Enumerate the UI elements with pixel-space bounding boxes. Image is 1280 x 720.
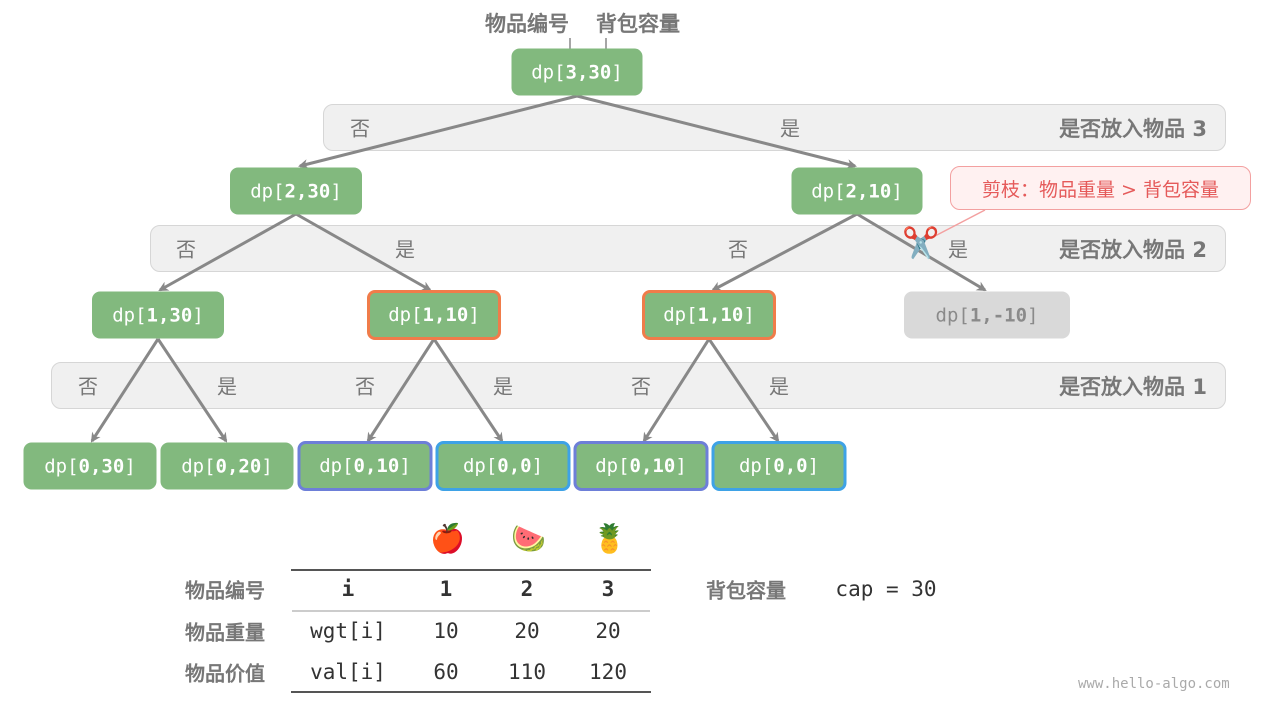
table-top-rule <box>291 569 651 571</box>
edge <box>156 338 228 443</box>
row-label: 物品价值 <box>185 661 265 686</box>
node-level3-repeated: dp[0,0] <box>435 441 571 491</box>
node-level3-repeated: dp[0,10] <box>573 441 709 491</box>
band-label: 是否放入物品 2 <box>1059 237 1207 262</box>
no-label: 否 <box>350 116 370 141</box>
no-label: 否 <box>728 237 748 262</box>
table-cell: 3 <box>601 577 615 601</box>
table-cell: 60 <box>433 660 459 684</box>
table-cell: i <box>341 577 355 601</box>
edge <box>642 338 711 443</box>
edge <box>295 212 432 292</box>
table-cell: val[i] <box>310 660 386 684</box>
table-bottom-rule <box>291 691 651 693</box>
capacity-annotation: 背包容量 <box>596 12 680 36</box>
watermelon-icon: 🍉 <box>511 522 546 555</box>
edge <box>158 212 297 292</box>
table-cell: 110 <box>508 660 546 684</box>
prune-callout: 剪枝：物品重量 > 背包容量 <box>950 166 1251 210</box>
node-level2: dp[1,30] <box>92 291 224 339</box>
edge <box>90 338 160 443</box>
yes-label: 是 <box>780 116 800 141</box>
node-level1: dp[2,10] <box>791 167 923 215</box>
yes-label: 是 <box>493 374 513 399</box>
capacity-value: cap = 30 <box>835 577 937 601</box>
row-label: 物品重量 <box>185 620 265 645</box>
node-level3: dp[0,30] <box>23 442 157 490</box>
table-cell: 20 <box>514 619 540 643</box>
table-cell: 10 <box>433 619 459 643</box>
node-level1: dp[2,30] <box>230 167 362 215</box>
no-label: 否 <box>631 374 651 399</box>
edge <box>298 94 578 169</box>
table-cell: 20 <box>595 619 621 643</box>
band-item-2: 是否放入物品 2 <box>150 225 1226 272</box>
pineapple-icon: 🍍 <box>592 522 627 555</box>
edge <box>707 338 780 443</box>
node-level3: dp[0,20] <box>160 442 294 490</box>
edge <box>711 212 858 292</box>
table-cell: 1 <box>439 577 453 601</box>
band-label: 是否放入物品 3 <box>1059 116 1207 141</box>
apple-icon: 🍎 <box>430 522 465 555</box>
node-root: dp[3,30] <box>511 48 643 96</box>
edge <box>432 338 504 443</box>
yes-label: 是 <box>217 374 237 399</box>
no-label: 否 <box>78 374 98 399</box>
callout-pointer <box>934 209 986 237</box>
node-level2-repeated: dp[1,10] <box>642 290 776 340</box>
yes-label: 是 <box>395 237 415 262</box>
band-label: 是否放入物品 1 <box>1059 374 1207 399</box>
table-mid-rule <box>292 610 650 612</box>
yes-label: 是 <box>769 374 789 399</box>
band-item-1: 是否放入物品 1 <box>51 362 1226 409</box>
edge <box>576 94 857 169</box>
watermark: www.hello-algo.com <box>1078 676 1230 692</box>
node-level2-repeated: dp[1,10] <box>367 290 501 340</box>
item-index-annotation: 物品编号 <box>485 12 569 36</box>
table-cell: 2 <box>520 577 534 601</box>
table-cell: wgt[i] <box>310 619 386 643</box>
yes-label: 是 <box>948 237 968 262</box>
band-item-3: 是否放入物品 3 <box>323 104 1226 151</box>
edge <box>366 338 436 443</box>
row-label: 物品编号 <box>185 578 265 603</box>
edge <box>856 212 987 292</box>
capacity-label: 背包容量 <box>706 578 786 603</box>
table-cell: 120 <box>589 660 627 684</box>
node-level3-repeated: dp[0,0] <box>711 441 847 491</box>
node-level2-pruned: dp[1,-10] <box>904 291 1070 339</box>
node-level3-repeated: dp[0,10] <box>297 441 433 491</box>
no-label: 否 <box>355 374 375 399</box>
no-label: 否 <box>176 237 196 262</box>
scissors-icon: ✂️ <box>902 226 940 261</box>
